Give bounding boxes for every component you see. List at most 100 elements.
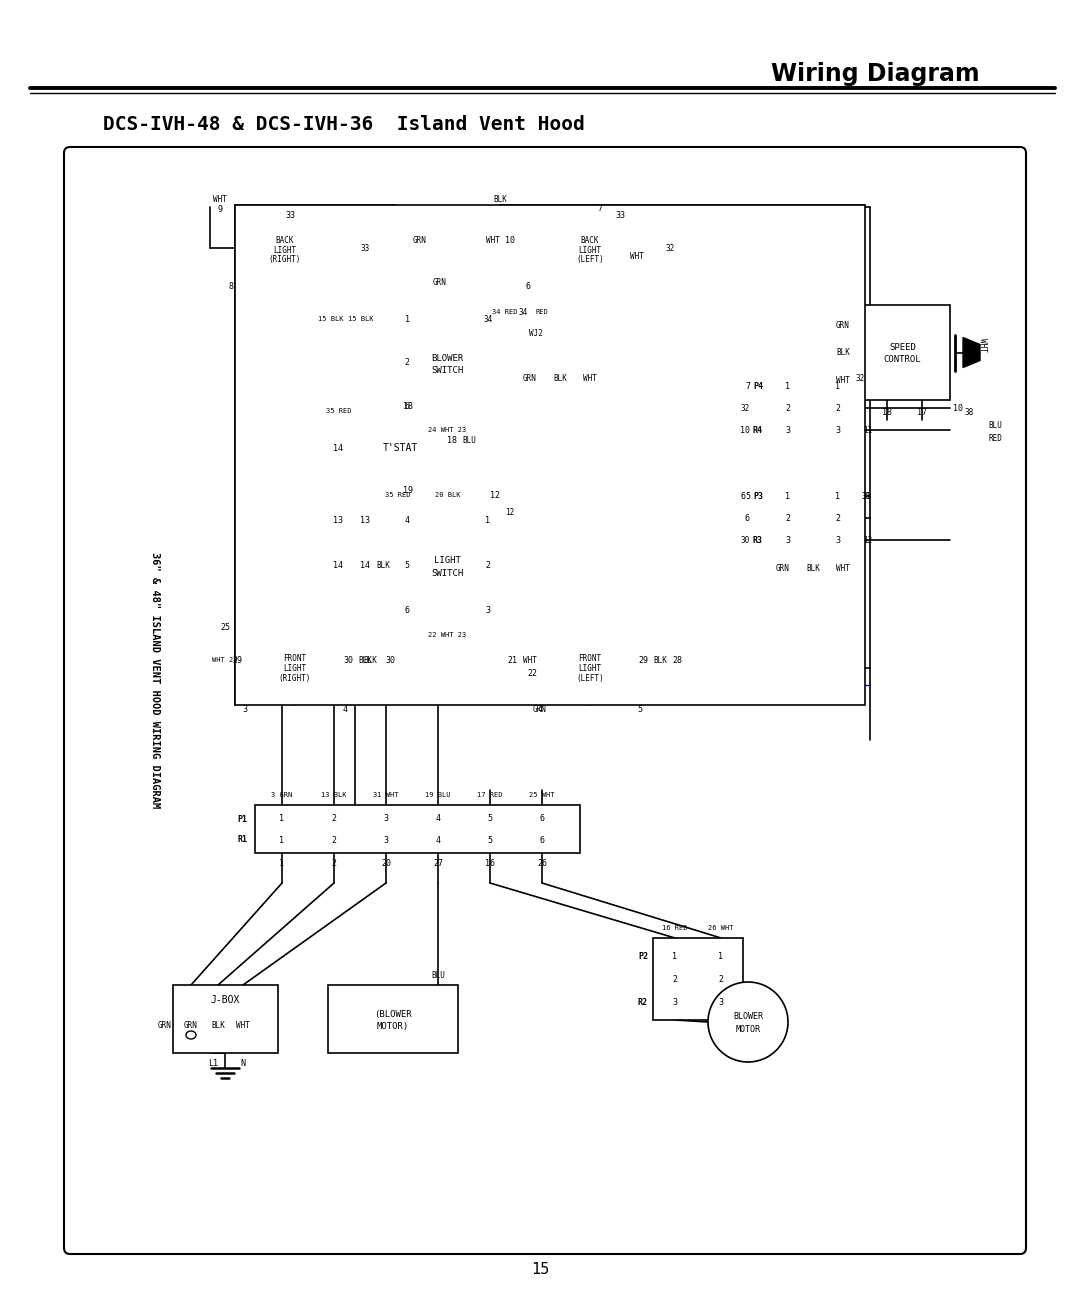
Text: 34 RED: 34 RED — [492, 309, 517, 315]
Text: LIGHT: LIGHT — [579, 245, 602, 254]
Text: 15 BLK: 15 BLK — [318, 316, 343, 323]
Text: BLK: BLK — [653, 656, 667, 665]
Bar — [519, 320, 552, 346]
Text: 27: 27 — [433, 859, 443, 868]
Text: 6: 6 — [526, 282, 530, 291]
Text: GRN: GRN — [534, 704, 546, 713]
Text: BLK: BLK — [211, 1020, 225, 1029]
Text: 3 GRN: 3 GRN — [271, 792, 293, 798]
Text: Wiring Diagram: Wiring Diagram — [771, 62, 980, 87]
Text: 3: 3 — [785, 426, 791, 434]
Ellipse shape — [249, 635, 340, 701]
Text: 6: 6 — [405, 606, 409, 615]
Text: WHT: WHT — [523, 656, 537, 665]
Text: 5: 5 — [405, 561, 409, 569]
Text: 25: 25 — [220, 623, 230, 632]
Text: WHT 24: WHT 24 — [213, 657, 238, 663]
Text: 34: 34 — [484, 315, 492, 324]
Ellipse shape — [708, 982, 788, 1062]
Text: 12: 12 — [863, 535, 873, 544]
Text: 2: 2 — [405, 358, 409, 367]
Text: 3: 3 — [836, 535, 840, 544]
Text: 3: 3 — [383, 835, 389, 844]
Text: (LEFT): (LEFT) — [576, 674, 604, 683]
Text: 20: 20 — [381, 859, 391, 868]
Text: 4: 4 — [435, 835, 441, 844]
Text: 31: 31 — [862, 492, 870, 501]
Text: WHT: WHT — [583, 374, 597, 383]
Text: 1: 1 — [836, 492, 840, 501]
Text: 25 WHT: 25 WHT — [529, 792, 555, 798]
Text: 17 RED: 17 RED — [477, 792, 503, 798]
Text: 38: 38 — [964, 408, 974, 417]
Text: LIGHT: LIGHT — [579, 663, 602, 673]
Text: 6: 6 — [745, 514, 750, 523]
Text: BLOWER: BLOWER — [431, 354, 463, 363]
Text: 18: 18 — [882, 408, 892, 417]
Text: 16 RED: 16 RED — [662, 926, 688, 931]
Text: 3: 3 — [836, 426, 840, 434]
Text: WHT: WHT — [213, 194, 227, 203]
Text: BLU: BLU — [988, 421, 1002, 430]
Text: 24 WHT 23: 24 WHT 23 — [429, 427, 467, 433]
Bar — [395, 505, 500, 625]
Text: 7: 7 — [745, 382, 750, 391]
Text: 14: 14 — [360, 561, 370, 569]
Text: 9: 9 — [217, 205, 222, 214]
Text: R4: R4 — [753, 426, 762, 434]
Text: 5: 5 — [745, 492, 750, 501]
Text: GRN: GRN — [184, 1020, 198, 1029]
Bar — [768, 479, 858, 558]
Text: 6: 6 — [405, 401, 409, 410]
Text: GRN: GRN — [777, 564, 789, 573]
Text: BLK: BLK — [376, 561, 390, 569]
Text: 5: 5 — [637, 704, 643, 713]
Text: 10: 10 — [505, 236, 515, 244]
Text: 20 BLK: 20 BLK — [435, 492, 460, 498]
Text: BLK: BLK — [494, 194, 507, 203]
Text: BLU: BLU — [462, 435, 476, 444]
Text: 14: 14 — [333, 561, 343, 569]
Text: 30: 30 — [741, 535, 750, 544]
Text: FRONT: FRONT — [283, 653, 307, 662]
Text: J-BOX: J-BOX — [211, 995, 240, 1006]
Bar — [855, 305, 950, 400]
Text: WJ2: WJ2 — [529, 329, 543, 337]
Text: 31: 31 — [863, 492, 873, 501]
Text: WHT: WHT — [836, 375, 850, 384]
Text: 11: 11 — [863, 426, 873, 434]
Text: 3: 3 — [718, 998, 724, 1007]
Text: 19 BLU: 19 BLU — [426, 792, 450, 798]
Text: WHT: WHT — [486, 236, 500, 244]
Text: 35 RED: 35 RED — [325, 408, 351, 414]
Bar — [395, 305, 500, 420]
FancyBboxPatch shape — [64, 147, 1026, 1255]
Text: 3: 3 — [243, 704, 247, 713]
Text: 2: 2 — [332, 859, 337, 868]
Text: 10: 10 — [740, 426, 750, 434]
Text: 8: 8 — [229, 282, 233, 291]
Text: 33: 33 — [615, 211, 625, 219]
Text: GRN: GRN — [523, 374, 537, 383]
Text: 1: 1 — [405, 315, 409, 324]
Ellipse shape — [545, 635, 635, 701]
Text: RED: RED — [988, 434, 1002, 443]
Text: 15 BLK: 15 BLK — [348, 316, 373, 323]
Text: 4: 4 — [342, 704, 348, 713]
Text: 2: 2 — [836, 404, 840, 413]
Text: 22 WHT 23: 22 WHT 23 — [429, 632, 467, 638]
Text: P3: P3 — [753, 492, 762, 501]
Bar — [653, 937, 743, 1020]
Text: WHT: WHT — [630, 252, 644, 261]
Text: 1: 1 — [785, 382, 791, 391]
Text: MOTOR): MOTOR) — [377, 1023, 409, 1032]
Text: 3: 3 — [785, 535, 791, 544]
Text: WHT: WHT — [237, 1020, 249, 1029]
Ellipse shape — [243, 218, 327, 278]
Bar — [328, 985, 458, 1053]
Text: GRN: GRN — [413, 236, 427, 244]
Text: 4: 4 — [538, 704, 542, 713]
Text: R2: R2 — [638, 998, 648, 1007]
Text: R1: R1 — [237, 835, 247, 843]
Text: L1: L1 — [208, 1058, 218, 1067]
